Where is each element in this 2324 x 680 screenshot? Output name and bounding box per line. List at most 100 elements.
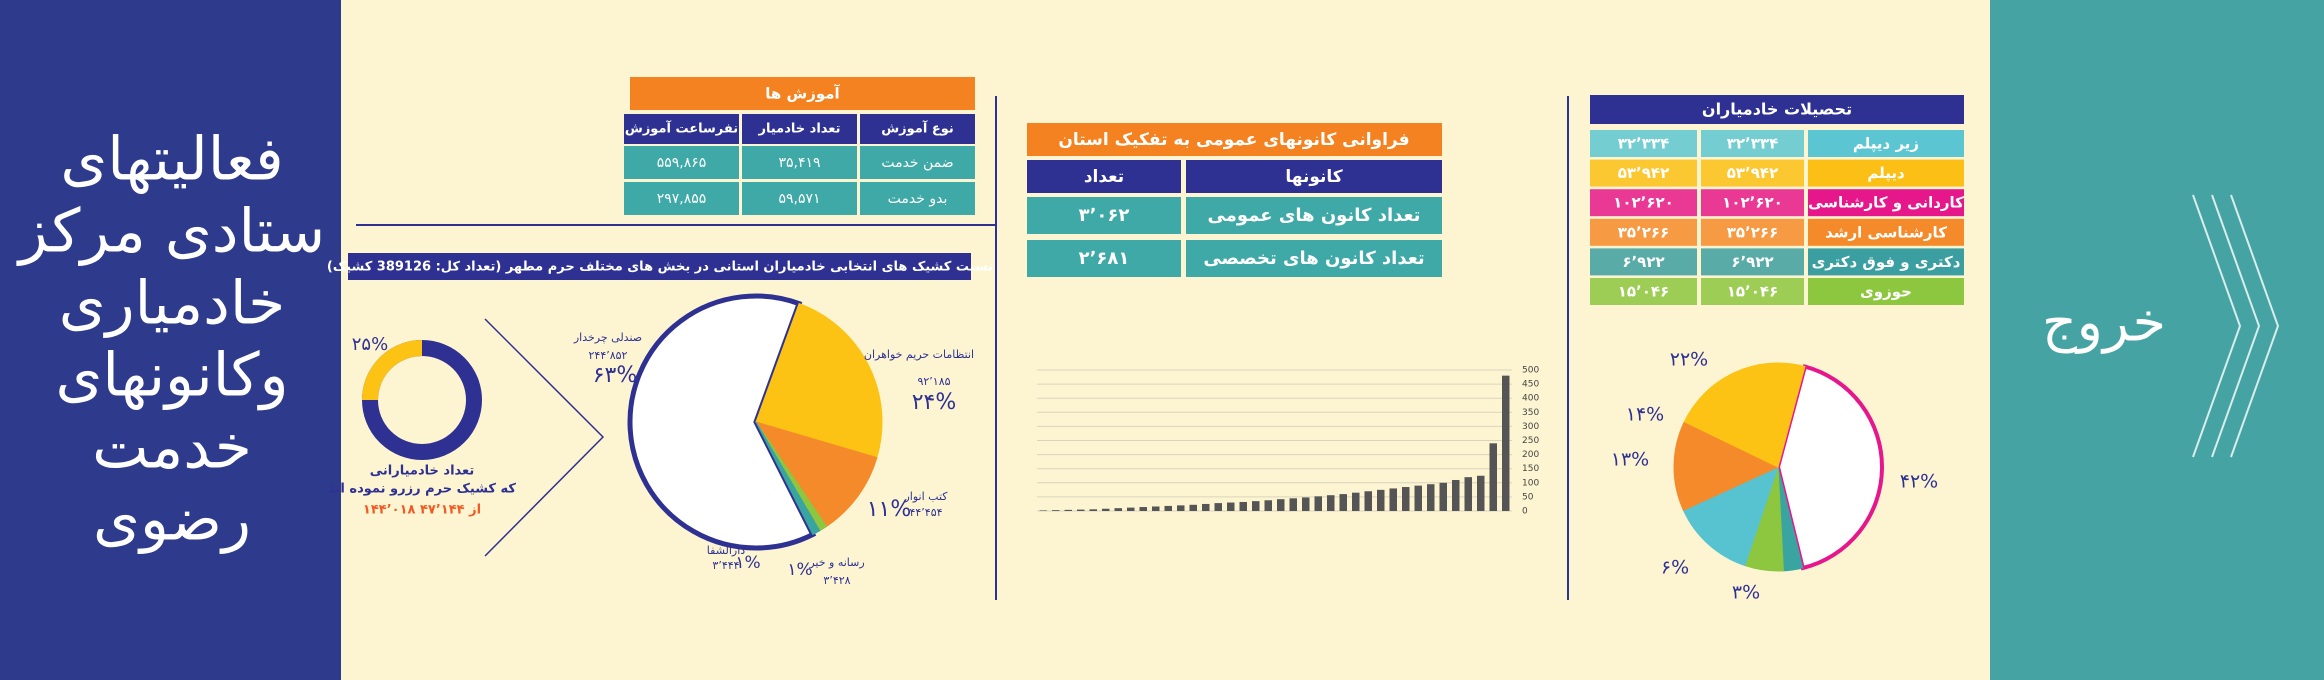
connector (484, 318, 605, 557)
table-cell: دکتری و فوق دکتری (1812, 253, 1961, 271)
slice-count: ۹۲٬۱۸۵ (917, 375, 950, 388)
table-cell-bg (1701, 278, 1804, 305)
chevrons (2192, 194, 2280, 458)
bar (1052, 510, 1060, 511)
table-cell-bg (1590, 130, 1697, 157)
table-cell-bg (1027, 197, 1181, 234)
bar (1077, 509, 1085, 511)
bar (1502, 375, 1510, 511)
table-cell-bg (1186, 197, 1442, 234)
table-title-bg (1027, 123, 1442, 156)
pie-slice (754, 421, 878, 528)
bar (1127, 507, 1135, 511)
table-cell: ۱۵٬۰۴۶ (1618, 283, 1669, 301)
table-cell-bg (1808, 248, 1964, 276)
sidebar-title-line: فعالیتهای (60, 125, 283, 195)
bar (1114, 508, 1122, 511)
chart-title-bg (348, 253, 971, 280)
y-tick-label: 200 (1522, 450, 1539, 460)
bar (1302, 497, 1310, 511)
bar (1427, 484, 1435, 511)
table-cell: ۳۲٬۳۳۴ (1727, 135, 1778, 153)
table-cell: ۲۹۷,۸۵۵ (657, 191, 707, 207)
bar (1377, 489, 1385, 511)
chart-title: نسبت کشیک های انتخابی خادمیاران استانی د… (327, 260, 993, 275)
table-cell: تعداد کانون های عمومی (1208, 205, 1421, 226)
table-cell: ۱۰۲٬۶۲۰ (1722, 194, 1783, 212)
bar (1252, 501, 1260, 511)
pie-slice (627, 293, 817, 551)
table-cell: ۳۵٬۲۶۶ (1618, 223, 1669, 241)
bar (1439, 482, 1447, 511)
slice-percent: ۱۴% (1626, 404, 1664, 426)
bar (1202, 503, 1210, 511)
table-cell-bg (1701, 248, 1804, 276)
table-cell-bg (742, 182, 857, 215)
table-header-bg (624, 114, 739, 144)
sidebar-title-line: وکانونهای (55, 341, 288, 411)
bar (1264, 500, 1272, 511)
table-title: آموزش ها (765, 85, 840, 103)
table-cell-bg (1701, 189, 1804, 217)
bar (1102, 508, 1110, 511)
dividers (356, 96, 1569, 600)
slice-percent: ۲۴% (912, 390, 957, 415)
bar (1389, 488, 1397, 511)
pie-slice (1682, 466, 1779, 567)
table-cell: ۳٬۰۶۲ (1079, 205, 1130, 226)
donut-caption: تعداد خادمیارانی (370, 464, 475, 479)
table-cell-bg (1808, 218, 1964, 246)
table-cell: ۶٬۹۲۲ (1731, 253, 1773, 271)
table-cell-bg (1590, 189, 1697, 217)
bar (1177, 505, 1185, 511)
table-cell: ۵۳٬۹۴۲ (1618, 164, 1669, 182)
table-title: تحصیلات خادمیاران (1702, 100, 1852, 119)
exit-label[interactable]: خروج (2042, 291, 2166, 354)
slice-percent: ۳% (1732, 582, 1760, 604)
table-header: نوع آموزش (881, 120, 954, 137)
bar (1489, 443, 1497, 511)
slice-percent: ۶% (1661, 557, 1689, 579)
bar (1452, 479, 1460, 511)
slice-label: دارالشفا (707, 544, 746, 557)
table-cell-bg (860, 182, 975, 215)
table-header: نفرساعت آموزش (625, 120, 738, 137)
table-cell: ۱۰۲٬۶۲۰ (1613, 194, 1674, 212)
table-header: تعداد (1084, 167, 1124, 187)
slice-percent: ۱۱% (867, 497, 912, 522)
bar (1277, 499, 1285, 511)
slice-label: رسانه و خیر (808, 556, 864, 569)
slice-count: ۲۴۴٬۸۵۲ (589, 349, 628, 362)
bar (1314, 496, 1322, 511)
y-tick-label: 450 (1522, 380, 1539, 390)
table-cell-bg (1808, 159, 1964, 187)
pie-slice (755, 302, 883, 459)
table-cell-bg (860, 146, 975, 179)
table-cell: ضمن خدمت (881, 155, 953, 171)
sidebar-title-line: ستادی مرکز (16, 197, 325, 267)
table-cell-bg (1701, 218, 1804, 246)
bar (1064, 509, 1072, 511)
exit-panel[interactable] (1990, 0, 2324, 680)
slice-label: انتظامات حریم خواهران (864, 348, 974, 361)
table-cell-bg (1701, 130, 1804, 157)
table-cell-bg (1590, 278, 1697, 305)
donut-caption: که کشیک حرم رزرو نموده اند (328, 482, 516, 497)
table-cell: حوزوی (1860, 283, 1912, 301)
y-tick-label: 150 (1522, 464, 1539, 474)
sidebar-title-line: رضوی (93, 485, 251, 555)
table-cell-bg (1590, 248, 1697, 276)
donut-arc (362, 340, 423, 401)
sidebar-panel (0, 0, 341, 680)
bar (1352, 492, 1360, 511)
y-tick-label: 0 (1522, 507, 1528, 517)
y-tick-label: 100 (1522, 478, 1539, 488)
table-cell: زیر دیپلم (1853, 135, 1919, 154)
table-cell-bg (1808, 278, 1964, 305)
bar (1402, 487, 1410, 511)
pie-slice (1775, 364, 1884, 571)
table-cell: بدو خدمت (888, 191, 948, 207)
